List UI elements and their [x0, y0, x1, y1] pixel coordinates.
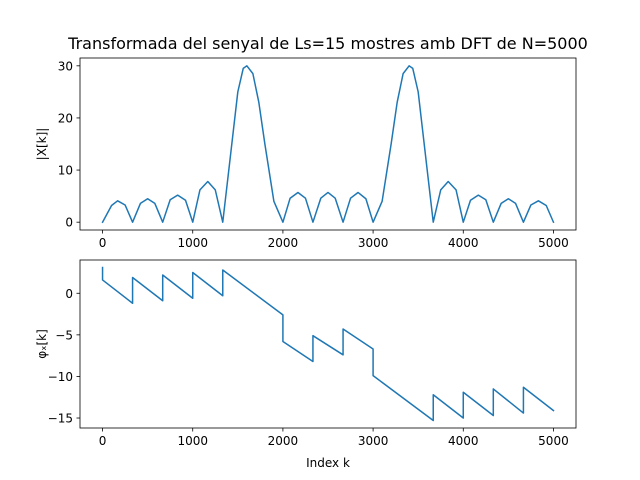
- x-tick-label-1-0: 0: [99, 434, 107, 448]
- chart-title: Transformada del senyal de Ls=15 mostres…: [67, 34, 588, 53]
- x-tick-label-0-5: 5000: [538, 236, 569, 250]
- x-tick-label-0-2: 2000: [268, 236, 299, 250]
- y-axis-label-0: |X[k]|: [35, 128, 49, 161]
- y-tick-label-1-1: −5: [55, 328, 73, 342]
- x-tick-label-0-0: 0: [99, 236, 107, 250]
- y-tick-label-0-3: 30: [58, 59, 73, 73]
- x-tick-label-1-3: 3000: [358, 434, 389, 448]
- y-tick-label-1-0: 0: [65, 287, 73, 301]
- y-tick-label-1-2: −10: [48, 370, 73, 384]
- x-tick-label-1-5: 5000: [538, 434, 569, 448]
- x-axis-label: Index k: [306, 456, 350, 470]
- x-tick-label-1-1: 1000: [177, 434, 208, 448]
- x-tick-label-0-4: 4000: [448, 236, 479, 250]
- y-axis-label-1: φₓ[k]: [35, 329, 49, 359]
- y-tick-label-0-2: 20: [58, 111, 73, 125]
- y-tick-label-0-0: 0: [65, 216, 73, 230]
- y-tick-label-1-3: −15: [48, 412, 73, 426]
- x-tick-label-1-2: 2000: [268, 434, 299, 448]
- x-tick-label-0-3: 3000: [358, 236, 389, 250]
- x-tick-label-1-4: 4000: [448, 434, 479, 448]
- y-tick-label-0-1: 10: [58, 164, 73, 178]
- x-tick-label-0-1: 1000: [177, 236, 208, 250]
